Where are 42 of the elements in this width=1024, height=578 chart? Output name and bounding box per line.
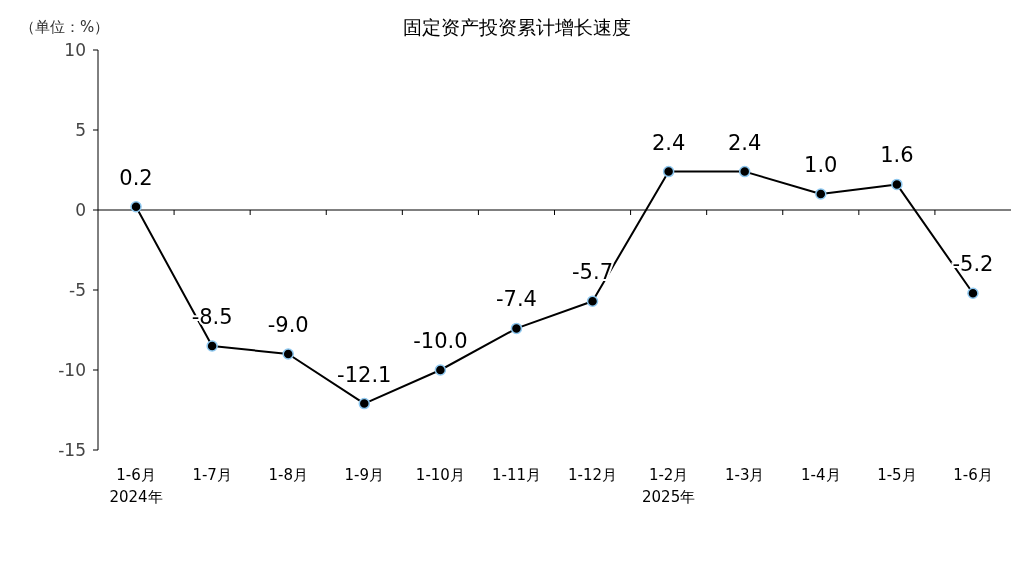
x-tick-label: 1-2月 2025年	[642, 466, 696, 506]
x-tick-label: 1-4月	[801, 466, 841, 484]
point	[510, 322, 523, 335]
y-tick-label: 5	[75, 120, 86, 140]
data-label: -9.0	[267, 313, 309, 337]
x-tick-label: 1-3月	[724, 466, 765, 484]
data-label: -10.0	[413, 329, 468, 353]
point	[282, 348, 294, 360]
data-label: 2.4	[728, 130, 762, 155]
point	[434, 364, 447, 376]
x-tick-label: 1-8月	[268, 466, 308, 484]
point	[130, 201, 142, 213]
point	[815, 188, 827, 200]
point	[662, 165, 675, 178]
point	[967, 287, 979, 299]
x-tick-label: 1-9月	[344, 466, 385, 484]
x-tick-label: 1-11月	[491, 466, 541, 484]
y-tick-label: -15	[58, 440, 86, 460]
y-tick-label: 0	[75, 200, 86, 220]
data-label: 1.6	[880, 143, 914, 168]
y-tick-label: -5	[69, 280, 86, 300]
point	[206, 340, 218, 352]
data-label: -7.4	[495, 287, 537, 312]
x-tick-label: 1-12月	[568, 466, 618, 484]
data-label: -12.1	[337, 362, 392, 387]
x-tick-label: 1-6月 2024年	[109, 466, 163, 506]
y-tick-label: 10	[64, 40, 86, 60]
chart-title: 固定资产投资累计增长速度	[403, 16, 631, 38]
x-tick-label: 1-7月	[192, 466, 232, 484]
y-tick-label: -10	[58, 360, 86, 380]
x-tick-label: 1-10月	[415, 466, 465, 484]
text: （单位：%）	[20, 18, 110, 36]
data-label: 1.0	[804, 153, 838, 177]
point	[358, 397, 371, 410]
data-label: 2.4	[651, 130, 686, 155]
point	[738, 165, 751, 178]
x-tick-label: 1-6月	[953, 466, 993, 484]
x-tick-label: 1-5月	[877, 466, 917, 484]
data-label: 0.2	[119, 165, 153, 190]
data-label: -5.2	[952, 252, 994, 277]
point	[586, 295, 599, 307]
point	[891, 178, 903, 191]
